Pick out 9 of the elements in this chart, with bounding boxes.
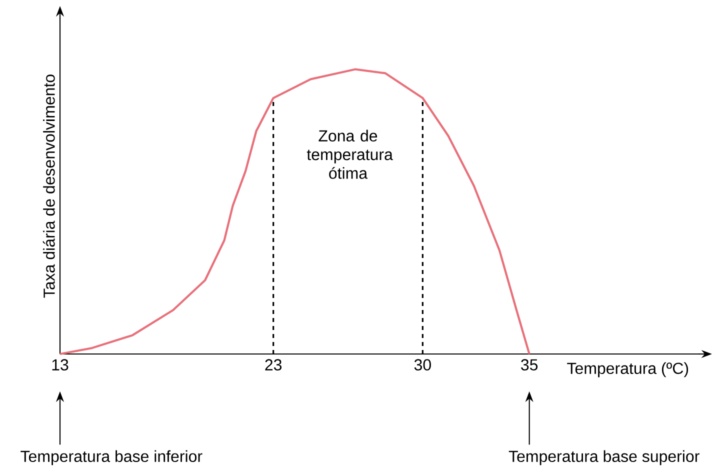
text: Temperatura base inferior xyxy=(20,450,202,466)
annotation: Zona de temperatura ótima xyxy=(306,130,393,179)
x-axis-title: Temperatura (ºC) xyxy=(567,362,688,378)
x-tick-label: 30 xyxy=(414,359,431,370)
x-tick-label: 35 xyxy=(521,359,538,370)
y-axis-title: Taxa diária de desenvolvimento xyxy=(42,74,55,298)
text: Temperatura base superior xyxy=(508,450,700,466)
x-tick-label: 23 xyxy=(265,359,282,370)
x-tick-label: 13 xyxy=(52,359,68,370)
